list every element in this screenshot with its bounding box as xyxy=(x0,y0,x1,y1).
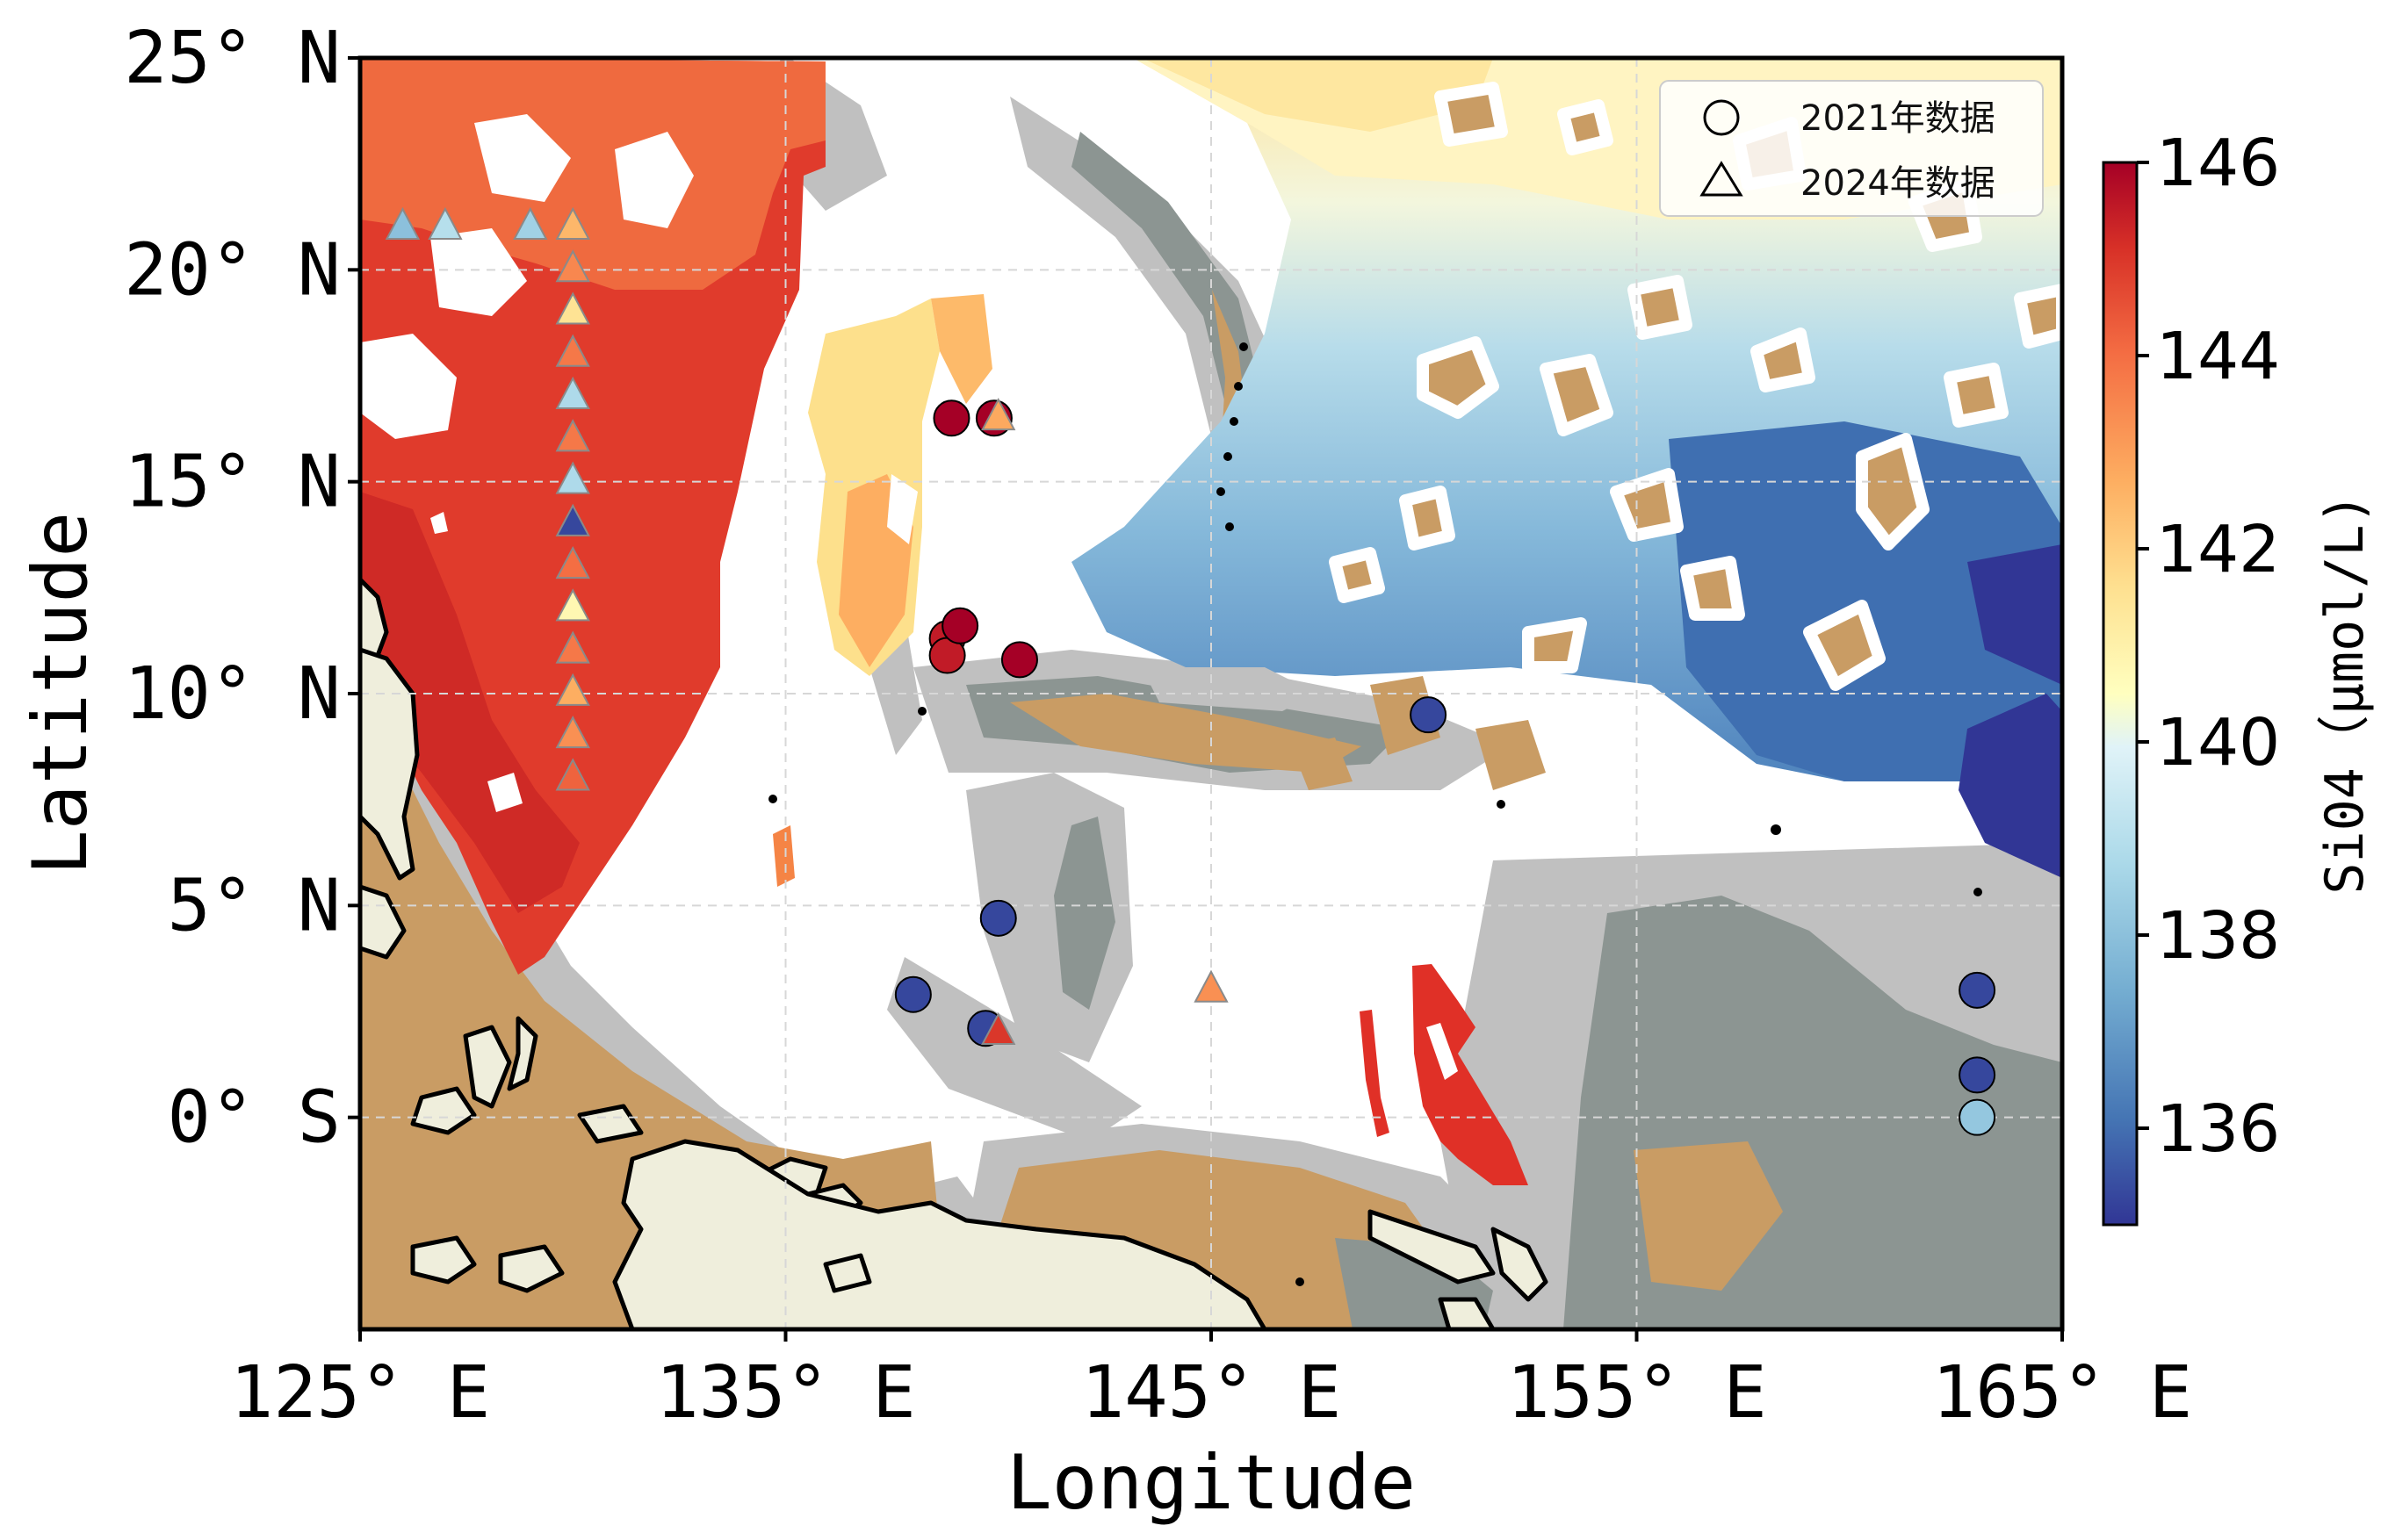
colorbar-gradient xyxy=(2102,161,2139,1227)
marker-2024 xyxy=(555,673,590,706)
y-axis-label: Latitude xyxy=(17,512,105,875)
marker-2024 xyxy=(513,206,548,240)
colorbar-tick-label: 138 xyxy=(2156,898,2280,974)
x-tick-label: 135° E xyxy=(655,1351,915,1435)
marker-2024 xyxy=(555,334,590,367)
marker-2024 xyxy=(555,588,590,622)
marker-2024 xyxy=(555,630,590,664)
y-tick-label: 0° S xyxy=(168,1076,341,1160)
marker-2021 xyxy=(933,399,970,437)
marker-2024 xyxy=(555,249,590,283)
colorbar-ticks: 136 138 140 142 144 146 xyxy=(2137,126,2280,1167)
legend: 2021年数据 2024年数据 xyxy=(1659,80,2044,217)
colorbar: 136 138 140 142 144 146 Si04（μmol/L) xyxy=(2102,126,2376,1227)
y-axis: 25° N 20° N 15° N 10° N 5° N 0° S xyxy=(124,17,360,1160)
marker-2021 xyxy=(1410,696,1447,734)
legend-box xyxy=(1659,80,2044,217)
x-axis-label: Longitude xyxy=(1006,1439,1416,1527)
x-tick-label: 165° E xyxy=(1932,1351,2192,1435)
x-tick-label: 145° E xyxy=(1081,1351,1341,1435)
colorbar-tick-label: 144 xyxy=(2156,319,2280,394)
colorbar-tick-label: 146 xyxy=(2156,126,2280,201)
x-tick-label: 125° E xyxy=(230,1351,490,1435)
marker-2024 xyxy=(555,758,590,791)
marker-2024 xyxy=(555,206,590,240)
marker-2024 xyxy=(555,545,590,579)
x-tick-label: 155° E xyxy=(1506,1351,1766,1435)
legend-label-2024: 2024年数据 xyxy=(1800,163,1995,204)
y-tick-label: 20° N xyxy=(124,228,341,312)
marker-2021 xyxy=(941,607,979,644)
y-tick-label: 10° N xyxy=(124,652,341,736)
y-tick-label: 25° N xyxy=(124,17,341,100)
legend-label-2021: 2021年数据 xyxy=(1800,98,1995,139)
marker-2024 xyxy=(1194,969,1229,1003)
x-axis: 125° E 135° E 145° E 155° E 165° E xyxy=(230,1329,2192,1435)
marker-2021 xyxy=(1000,641,1038,679)
colorbar-tick-label: 142 xyxy=(2156,512,2280,587)
marker-2024 xyxy=(555,419,590,452)
marker-2024 xyxy=(385,206,421,240)
marker-2021 xyxy=(1959,1056,1996,1094)
colorbar-tick-label: 136 xyxy=(2156,1091,2280,1167)
marker-2024 xyxy=(555,461,590,494)
legend-triangle-marker xyxy=(1699,161,1743,197)
marker-2021 xyxy=(1959,1098,1996,1136)
marker-2024 xyxy=(981,1011,1016,1046)
y-tick-label: 15° N xyxy=(124,441,341,524)
colorbar-tick-label: 140 xyxy=(2156,705,2280,781)
marker-2024 xyxy=(555,291,590,325)
colorbar-label: Si04（μmol/L) xyxy=(2314,493,2376,894)
marker-2024 xyxy=(555,503,590,536)
legend-circle-marker xyxy=(1703,99,1740,136)
y-tick-label: 5° N xyxy=(168,864,341,947)
marker-2021 xyxy=(894,975,932,1013)
marker-2024 xyxy=(555,716,590,749)
marker-2024 xyxy=(555,376,590,410)
data-markers xyxy=(385,206,1996,1136)
marker-2024 xyxy=(428,206,463,240)
grid-lines xyxy=(360,58,2062,1329)
marker-2021 xyxy=(979,899,1017,937)
marker-2021 xyxy=(1959,971,1996,1009)
marker-2024 xyxy=(981,398,1016,431)
